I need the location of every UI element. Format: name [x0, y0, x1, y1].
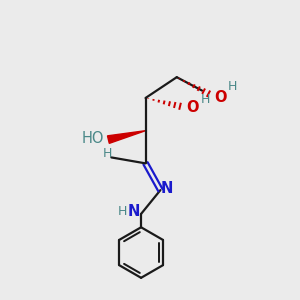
Text: N: N [161, 181, 173, 196]
Text: N: N [128, 204, 140, 219]
Text: HO: HO [82, 130, 104, 146]
Text: O: O [214, 90, 227, 105]
Text: H: H [228, 80, 237, 93]
Text: H: H [118, 205, 127, 218]
Text: H: H [201, 93, 211, 106]
Text: H: H [103, 147, 112, 161]
Text: O: O [186, 100, 199, 115]
Polygon shape [107, 131, 146, 143]
